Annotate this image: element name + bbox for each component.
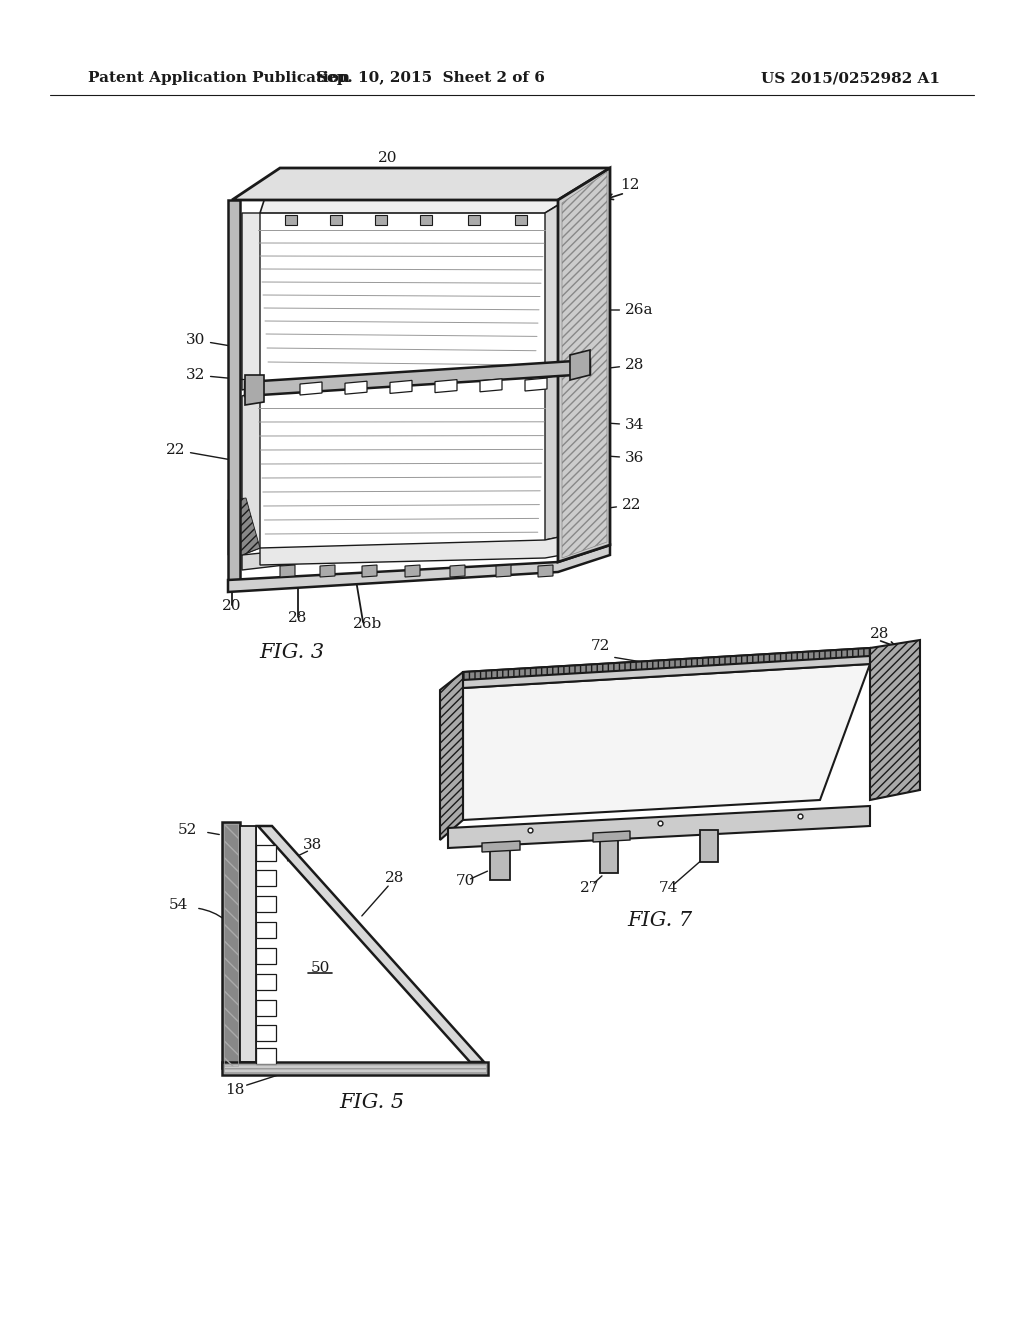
Polygon shape (375, 215, 387, 224)
Polygon shape (256, 845, 276, 861)
Polygon shape (242, 213, 260, 389)
Text: Sep. 10, 2015  Sheet 2 of 6: Sep. 10, 2015 Sheet 2 of 6 (315, 71, 545, 84)
Polygon shape (390, 380, 412, 393)
Polygon shape (256, 921, 276, 939)
Text: 32: 32 (185, 368, 245, 381)
Polygon shape (285, 215, 297, 224)
Polygon shape (256, 974, 276, 990)
Polygon shape (449, 807, 870, 847)
Polygon shape (545, 185, 592, 378)
Polygon shape (319, 565, 335, 577)
Polygon shape (245, 360, 590, 396)
Polygon shape (280, 565, 295, 577)
Text: 12: 12 (620, 178, 640, 191)
Polygon shape (420, 215, 432, 224)
Polygon shape (600, 838, 618, 873)
Polygon shape (482, 841, 520, 851)
Polygon shape (480, 379, 502, 392)
Polygon shape (496, 565, 511, 577)
Polygon shape (545, 368, 592, 540)
Text: US 2015/0252982 A1: US 2015/0252982 A1 (761, 71, 940, 84)
Polygon shape (406, 565, 420, 577)
Text: 20: 20 (222, 599, 242, 612)
Polygon shape (450, 565, 465, 577)
Polygon shape (515, 215, 527, 224)
Polygon shape (593, 832, 630, 842)
Polygon shape (245, 375, 264, 405)
Text: 38: 38 (302, 838, 322, 851)
Text: 28: 28 (870, 627, 890, 642)
Polygon shape (463, 648, 870, 688)
Polygon shape (490, 847, 510, 880)
Text: 28: 28 (595, 358, 644, 372)
Text: 28: 28 (289, 611, 307, 624)
Polygon shape (525, 378, 547, 391)
Polygon shape (240, 826, 256, 1063)
Text: 70: 70 (456, 874, 475, 888)
Polygon shape (228, 545, 610, 591)
Polygon shape (463, 648, 870, 680)
Polygon shape (228, 201, 240, 579)
Text: 54: 54 (169, 898, 188, 912)
Text: Patent Application Publication: Patent Application Publication (88, 71, 350, 84)
Polygon shape (256, 1026, 276, 1041)
Text: 72: 72 (590, 639, 609, 653)
Text: 74: 74 (658, 880, 678, 895)
Polygon shape (256, 1001, 276, 1016)
Polygon shape (463, 664, 870, 820)
Polygon shape (558, 168, 610, 562)
Text: FIG. 5: FIG. 5 (339, 1093, 404, 1111)
Polygon shape (330, 215, 342, 224)
Polygon shape (256, 896, 276, 912)
Polygon shape (260, 182, 595, 213)
Text: FIG. 7: FIG. 7 (628, 911, 692, 929)
Polygon shape (538, 565, 553, 577)
Polygon shape (362, 565, 377, 577)
Text: 22: 22 (166, 444, 229, 459)
Polygon shape (256, 826, 470, 1063)
Text: 34: 34 (595, 418, 644, 432)
Text: 27: 27 (581, 880, 600, 895)
Polygon shape (258, 826, 484, 1063)
Polygon shape (300, 381, 322, 395)
Text: 26a: 26a (595, 304, 653, 317)
Text: 52: 52 (177, 822, 197, 837)
Polygon shape (440, 672, 463, 840)
Polygon shape (222, 1063, 488, 1074)
Polygon shape (256, 870, 276, 886)
Polygon shape (256, 948, 276, 964)
Text: 50: 50 (310, 961, 330, 975)
Polygon shape (570, 350, 590, 380)
Polygon shape (468, 215, 480, 224)
Text: 28: 28 (385, 871, 404, 884)
Text: 22: 22 (595, 498, 641, 512)
Polygon shape (870, 640, 920, 800)
Polygon shape (435, 380, 457, 392)
Text: 26b: 26b (353, 616, 383, 631)
Polygon shape (232, 168, 610, 201)
Text: 36: 36 (595, 451, 644, 465)
Polygon shape (222, 822, 240, 1068)
Text: 30: 30 (185, 333, 241, 347)
Polygon shape (256, 1048, 276, 1064)
Text: 20: 20 (378, 150, 397, 187)
Text: FIG. 3: FIG. 3 (259, 643, 325, 661)
Polygon shape (700, 830, 718, 862)
Polygon shape (242, 389, 260, 554)
Polygon shape (260, 531, 592, 565)
Polygon shape (228, 498, 260, 554)
Polygon shape (242, 548, 310, 570)
Text: 18: 18 (225, 1082, 245, 1097)
Polygon shape (345, 381, 367, 395)
